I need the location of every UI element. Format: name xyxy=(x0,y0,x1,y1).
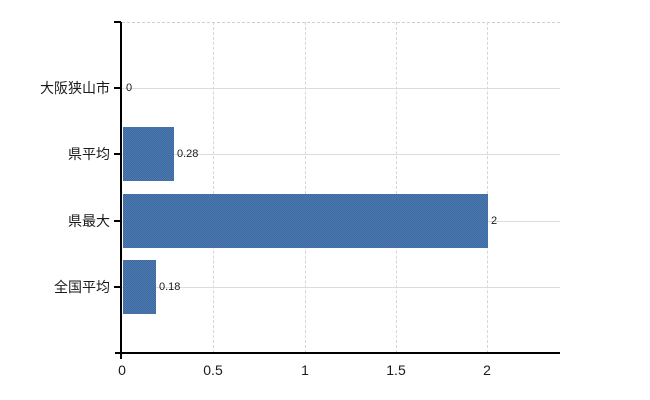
x-axis-line xyxy=(115,352,560,354)
bar-value-label: 0 xyxy=(126,82,133,94)
y-axis-line xyxy=(120,22,122,359)
horizontal-gridline xyxy=(122,154,560,155)
y-axis-tick xyxy=(114,286,121,288)
x-tick-label: 1 xyxy=(301,362,309,378)
x-tick-label: 0 xyxy=(118,362,126,378)
x-tick-label: 1.5 xyxy=(386,362,406,378)
bar[interactable] xyxy=(123,127,174,181)
bar-value-label: 0.28 xyxy=(177,148,199,160)
plot-area: 0 0.28 2 0.18 xyxy=(122,22,560,353)
y-axis-tick xyxy=(114,220,121,222)
plot-top-gridline xyxy=(122,22,560,23)
vertical-gridline xyxy=(213,22,215,353)
x-tick-label: 0.5 xyxy=(203,362,223,378)
vertical-gridline xyxy=(395,22,397,353)
y-axis-tick xyxy=(114,21,121,23)
category-label: 県平均 xyxy=(68,146,110,162)
category-label: 県最大 xyxy=(68,213,110,229)
x-tick-label: 2 xyxy=(483,362,491,378)
bar-value-label: 0.18 xyxy=(159,281,181,293)
horizontal-gridline xyxy=(122,287,560,288)
bar[interactable] xyxy=(123,194,488,248)
y-axis-tick xyxy=(114,87,121,89)
bar[interactable] xyxy=(123,260,156,314)
category-label: 全国平均 xyxy=(54,279,110,295)
vertical-gridline xyxy=(487,22,488,353)
bar-value-label: 2 xyxy=(491,215,498,227)
category-label: 大阪狭山市 xyxy=(40,80,110,96)
vertical-gridline xyxy=(304,22,306,353)
y-axis-tick xyxy=(114,153,121,155)
horizontal-gridline xyxy=(122,88,560,89)
